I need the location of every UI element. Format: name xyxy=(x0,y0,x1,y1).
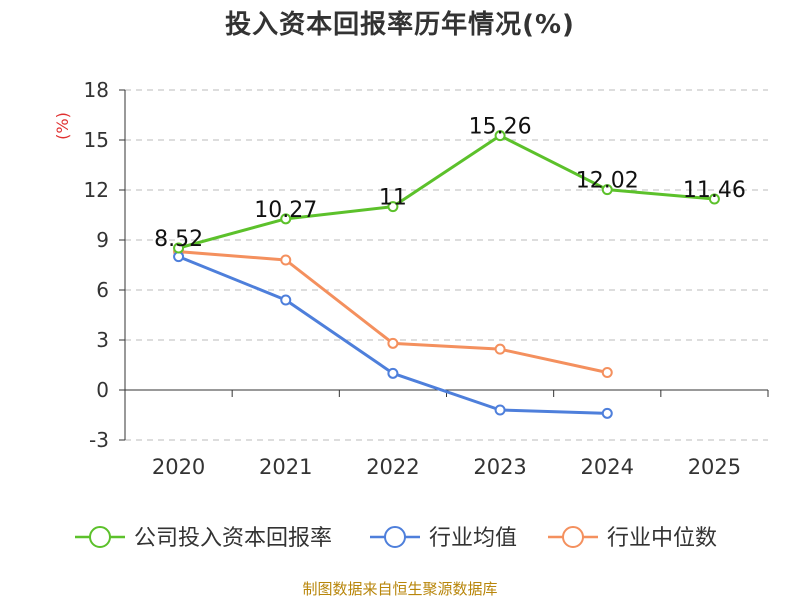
data-point xyxy=(387,367,399,379)
data-point xyxy=(708,193,720,205)
y-tick-label: 12 xyxy=(84,178,109,202)
x-tick-label: 2025 xyxy=(688,455,741,479)
y-tick-label: 18 xyxy=(84,78,109,102)
data-label: 10.27 xyxy=(254,198,317,223)
x-tick-label: 2024 xyxy=(581,455,634,479)
y-tick-label: 15 xyxy=(84,128,109,152)
data-label: 15.26 xyxy=(469,115,532,140)
data-label: 11 xyxy=(379,186,407,211)
data-point xyxy=(601,407,613,419)
series-line xyxy=(178,250,608,374)
y-tick-label: 3 xyxy=(96,328,109,352)
data-point xyxy=(280,294,292,306)
x-tick-label: 2020 xyxy=(152,455,205,479)
legend-label: 行业均值 xyxy=(429,526,517,551)
data-label: 11.46 xyxy=(683,178,746,203)
x-tick-label: 2022 xyxy=(366,455,419,479)
source-note: 制图数据来自恒生聚源数据库 xyxy=(302,580,498,598)
data-label: 12.02 xyxy=(576,169,639,194)
legend-label: 行业中位数 xyxy=(607,526,717,551)
x-tick-label: 2023 xyxy=(473,455,526,479)
data-point xyxy=(173,251,185,263)
data-point xyxy=(280,213,292,225)
y-tick-label: 6 xyxy=(96,278,109,302)
data-point xyxy=(494,343,506,355)
legend-label: 公司投入资本回报率 xyxy=(134,526,332,551)
data-point xyxy=(494,130,506,142)
data-point xyxy=(494,404,506,416)
data-point xyxy=(601,184,613,196)
y-tick-label: -3 xyxy=(89,428,109,452)
data-point xyxy=(387,337,399,349)
x-tick-label: 2021 xyxy=(259,455,312,479)
chart-title: 投入资本回报率历年情况(%) xyxy=(225,10,575,40)
data-label: 8.52 xyxy=(154,227,203,252)
data-point xyxy=(173,242,185,254)
data-point xyxy=(601,367,613,378)
y-tick-label: 9 xyxy=(96,228,109,252)
legend-marker xyxy=(89,526,111,548)
series-line xyxy=(178,134,715,250)
legend-marker xyxy=(562,526,584,548)
data-point xyxy=(387,201,399,213)
data-point xyxy=(280,254,292,266)
y-tick-label: 0 xyxy=(96,378,109,402)
y-axis-unit-label: (%) xyxy=(53,112,72,140)
legend-marker xyxy=(384,526,406,548)
